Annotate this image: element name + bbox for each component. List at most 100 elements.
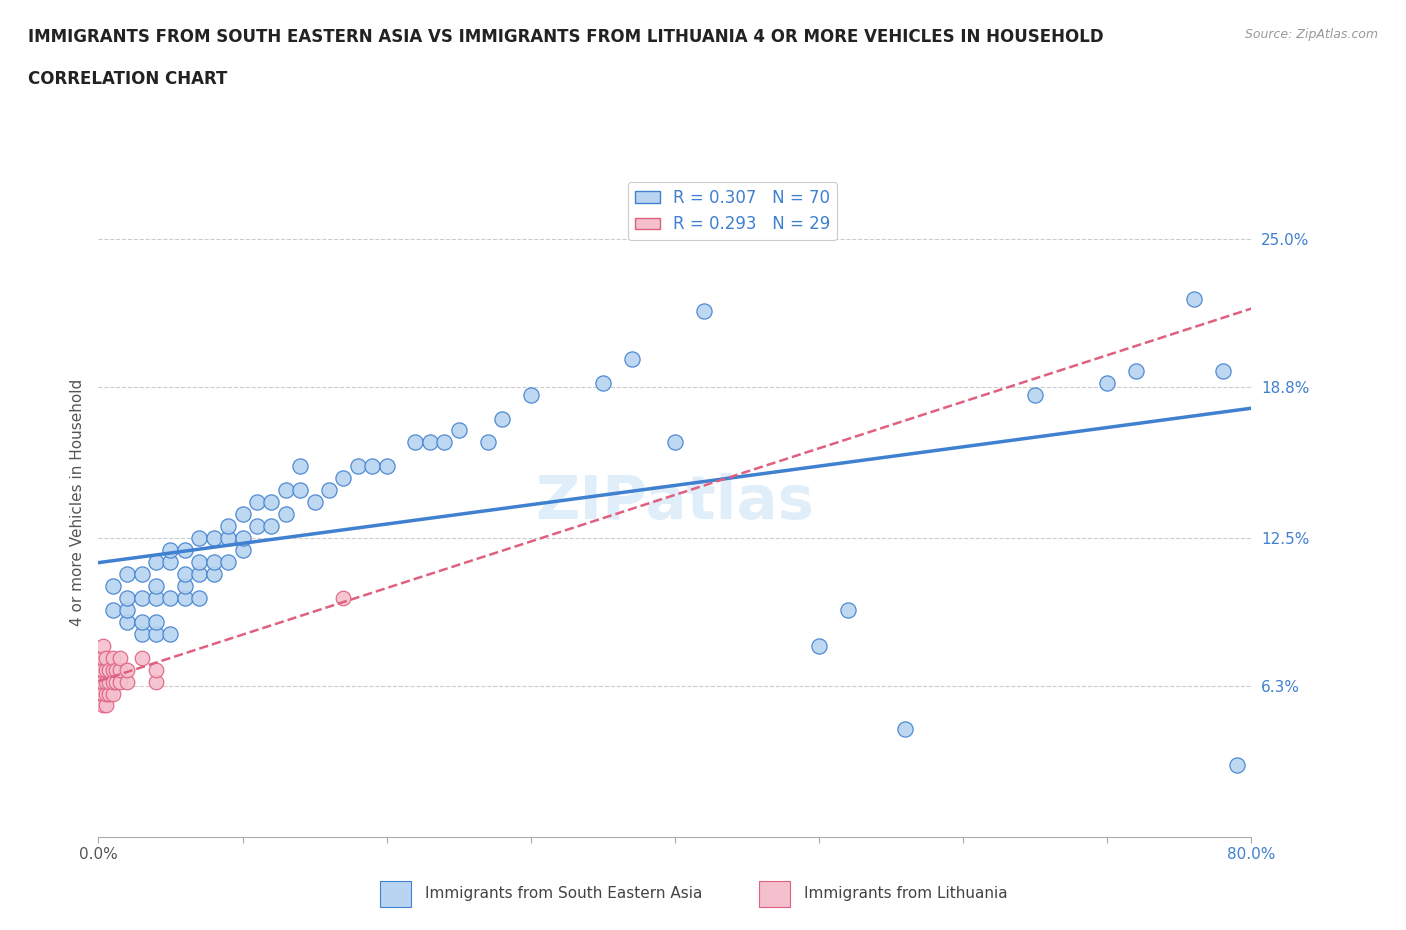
Point: [159, 554, 181, 569]
Point: [290, 483, 312, 498]
Point: [174, 578, 197, 593]
Point: [101, 662, 124, 677]
Y-axis label: 4 or more Vehicles in Household: 4 or more Vehicles in Household: [69, 379, 84, 626]
Point: [174, 566, 197, 581]
Point: [159, 542, 181, 557]
Point: [101, 686, 124, 701]
Point: [361, 458, 384, 473]
Point: [91, 698, 114, 713]
Point: [202, 531, 225, 546]
Point: [188, 554, 211, 569]
Point: [117, 591, 138, 605]
Point: [332, 471, 354, 485]
Point: [101, 650, 124, 665]
Point: [174, 591, 197, 605]
Point: [101, 603, 124, 618]
Point: [101, 578, 124, 593]
Text: IMMIGRANTS FROM SOUTH EASTERN ASIA VS IMMIGRANTS FROM LITHUANIA 4 OR MORE VEHICL: IMMIGRANTS FROM SOUTH EASTERN ASIA VS IM…: [28, 28, 1104, 46]
Point: [202, 554, 225, 569]
Point: [405, 435, 427, 450]
Point: [117, 615, 138, 630]
Point: [94, 662, 117, 677]
Point: [1024, 387, 1046, 402]
Point: [145, 674, 167, 689]
Point: [91, 686, 114, 701]
Point: [231, 531, 254, 546]
Point: [159, 626, 181, 641]
Point: [131, 626, 153, 641]
Point: [108, 674, 131, 689]
Point: [620, 352, 643, 366]
Point: [1226, 758, 1249, 773]
Point: [159, 591, 181, 605]
Point: [145, 626, 167, 641]
Point: [304, 495, 326, 510]
Point: [1125, 364, 1147, 379]
Point: [231, 542, 254, 557]
Point: [188, 591, 211, 605]
Point: [592, 375, 614, 390]
Point: [231, 507, 254, 522]
Text: Immigrants from Lithuania: Immigrants from Lithuania: [804, 886, 1008, 901]
Point: [131, 591, 153, 605]
Point: [188, 566, 211, 581]
Point: [332, 591, 354, 605]
Point: [520, 387, 543, 402]
Point: [131, 650, 153, 665]
Point: [145, 591, 167, 605]
Point: [246, 495, 269, 510]
Point: [145, 554, 167, 569]
Point: [807, 638, 830, 653]
Point: [131, 566, 153, 581]
Point: [491, 411, 513, 426]
Point: [664, 435, 686, 450]
Point: [91, 662, 114, 677]
Point: [117, 566, 138, 581]
Point: [97, 662, 120, 677]
Point: [145, 615, 167, 630]
Point: [447, 423, 470, 438]
Point: [837, 603, 859, 618]
Point: [419, 435, 441, 450]
Point: [97, 674, 120, 689]
Point: [1182, 291, 1205, 306]
Point: [346, 458, 368, 473]
Point: [260, 519, 283, 534]
Point: [131, 615, 153, 630]
Point: [318, 483, 340, 498]
Point: [693, 303, 716, 318]
Point: [274, 507, 297, 522]
Point: [290, 458, 312, 473]
Point: [1097, 375, 1119, 390]
Point: [217, 554, 239, 569]
Point: [477, 435, 499, 450]
Point: [101, 674, 124, 689]
Point: [94, 650, 117, 665]
Point: [97, 686, 120, 701]
Point: [246, 519, 269, 534]
Point: [145, 662, 167, 677]
Point: [94, 674, 117, 689]
Point: [94, 686, 117, 701]
Text: CORRELATION CHART: CORRELATION CHART: [28, 70, 228, 87]
Point: [94, 698, 117, 713]
Point: [1212, 364, 1234, 379]
Point: [433, 435, 456, 450]
Point: [108, 650, 131, 665]
Point: [274, 483, 297, 498]
Point: [108, 662, 131, 677]
Point: [202, 566, 225, 581]
Point: [117, 674, 138, 689]
Point: [91, 650, 114, 665]
Point: [91, 674, 114, 689]
Point: [145, 578, 167, 593]
Legend: R = 0.307   N = 70, R = 0.293   N = 29: R = 0.307 N = 70, R = 0.293 N = 29: [628, 182, 837, 240]
Point: [217, 531, 239, 546]
Point: [188, 531, 211, 546]
Point: [91, 638, 114, 653]
Point: [104, 662, 127, 677]
Point: [217, 519, 239, 534]
Text: ZIPatlas: ZIPatlas: [536, 472, 814, 532]
Text: Immigrants from South Eastern Asia: Immigrants from South Eastern Asia: [425, 886, 702, 901]
Point: [894, 722, 917, 737]
